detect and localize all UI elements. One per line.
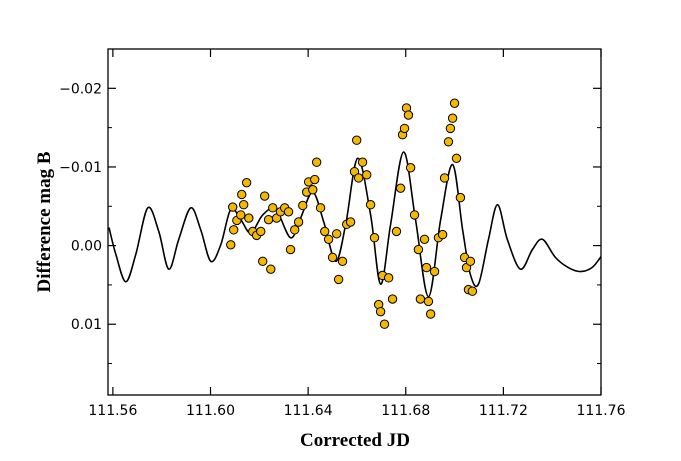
data-point [421, 262, 432, 273]
data-point [467, 286, 478, 296]
y-axis-title: Difference mag B [34, 151, 55, 292]
data-point [327, 252, 338, 263]
data-point [228, 202, 238, 212]
data-point [445, 123, 456, 134]
data-point [308, 185, 318, 195]
data-point [315, 203, 326, 213]
data-point [369, 233, 380, 243]
data-point [345, 217, 356, 227]
data-point [451, 153, 462, 164]
data-point [395, 183, 406, 193]
data-point [331, 229, 342, 239]
data-point [285, 244, 296, 255]
data-point [228, 225, 239, 235]
data-point [241, 177, 252, 188]
y-tick-label: 0.00 [71, 239, 102, 255]
data-point [351, 135, 362, 145]
x-tick-label: 111.72 [479, 403, 528, 419]
data-point [263, 214, 274, 225]
data-point [439, 173, 450, 183]
data-point [298, 200, 308, 211]
data-point [268, 203, 278, 213]
data-point [383, 273, 394, 283]
data-point [337, 256, 348, 267]
data-point [244, 213, 254, 223]
data-point [236, 210, 246, 220]
data-point [290, 225, 300, 235]
data-point [293, 217, 304, 227]
data-point [447, 113, 458, 123]
x-tick-label: 111.68 [381, 403, 430, 419]
data-point [238, 200, 249, 210]
plot-frame [107, 48, 602, 396]
data-point [283, 207, 294, 217]
data-point [437, 229, 448, 240]
data-point [357, 157, 368, 167]
y-tick-label: 0.01 [71, 317, 102, 333]
data-point [415, 294, 426, 304]
data-point [365, 200, 376, 210]
data-point [379, 319, 390, 329]
data-point [391, 226, 402, 237]
data-point [333, 274, 344, 285]
data-point [429, 266, 440, 277]
x-tick-label: 111.60 [186, 403, 235, 419]
data-point [362, 170, 372, 180]
data-point [465, 256, 476, 267]
data-point [310, 174, 320, 185]
data-point [449, 98, 460, 108]
data-point [320, 226, 330, 237]
model-curve [108, 151, 602, 298]
data-point [323, 234, 334, 245]
data-point [409, 210, 420, 220]
data-point [266, 264, 276, 274]
data-point [226, 240, 236, 250]
data-point [403, 110, 414, 120]
y-tick-label: −0.02 [59, 81, 102, 97]
data-point [353, 173, 364, 183]
data-point [455, 192, 466, 203]
data-point [258, 256, 268, 267]
y-tick-label: −0.01 [59, 160, 102, 176]
data-point [399, 123, 410, 134]
data-point [423, 296, 434, 307]
data-point [375, 306, 386, 317]
x-tick-label: 111.64 [284, 403, 333, 419]
x-axis-title: Corrected JD [300, 430, 410, 451]
data-point [256, 226, 266, 237]
data-point [259, 191, 270, 201]
data-point [387, 294, 398, 304]
data-point [237, 189, 247, 200]
data-point [425, 309, 436, 319]
data-point [443, 137, 454, 147]
x-tick-label: 111.56 [88, 403, 137, 419]
x-tick-label: 111.76 [577, 403, 626, 419]
data-point [405, 163, 416, 173]
data-point [311, 157, 322, 167]
data-point [413, 244, 424, 255]
data-point [419, 234, 430, 245]
